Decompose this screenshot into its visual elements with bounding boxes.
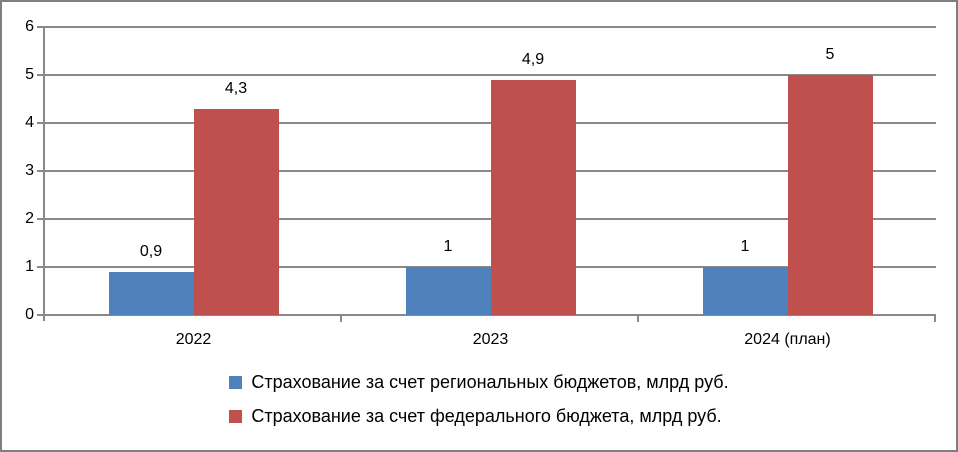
bar-series-0-cat-1 <box>405 267 491 315</box>
chart-legend-items: Страхование за счет региональных бюджето… <box>229 372 729 427</box>
legend-color-swatch <box>229 376 243 389</box>
legend-item: Страхование за счет региональных бюджето… <box>229 372 729 393</box>
bar-value-label: 1 <box>740 238 750 255</box>
y-axis-tick-label: 3 <box>25 162 34 179</box>
y-axis-tick-label: 5 <box>25 66 34 83</box>
bar-series-0-cat-0 <box>108 272 194 315</box>
bar-series-1-cat-0 <box>193 109 279 315</box>
y-axis-tick <box>37 170 43 172</box>
x-axis-tick <box>934 316 936 322</box>
bar-series-1-cat-1 <box>490 80 576 315</box>
y-axis <box>43 26 45 321</box>
gridline <box>45 74 936 76</box>
bar-value-label: 5 <box>825 46 835 63</box>
x-axis-tick <box>637 316 639 322</box>
y-axis-tick-label: 1 <box>25 258 34 275</box>
bar-value-label: 4,9 <box>521 51 545 68</box>
bar-value-label: 1 <box>443 238 453 255</box>
x-axis-tick <box>340 316 342 322</box>
bar-value-label: 0,9 <box>139 243 163 260</box>
y-axis-tick-label: 4 <box>25 114 34 131</box>
y-axis-tick-label: 6 <box>25 18 34 35</box>
y-axis-tick <box>37 266 43 268</box>
x-axis <box>43 314 936 316</box>
category-label: 2024 (план) <box>744 331 831 348</box>
y-axis-tick <box>37 122 43 124</box>
legend-label: Страхование за счет федерального бюджета… <box>251 406 722 426</box>
chart-legend: Страхование за счет региональных бюджето… <box>2 372 956 427</box>
y-axis-tick <box>37 218 43 220</box>
y-axis-tick-label: 0 <box>25 306 34 323</box>
legend-item: Страхование за счет федерального бюджета… <box>229 406 722 427</box>
y-axis-tick <box>37 74 43 76</box>
category-label: 2022 <box>175 331 212 348</box>
gridline <box>45 26 936 28</box>
bar-series-0-cat-2 <box>702 267 788 315</box>
y-axis-tick-label: 2 <box>25 210 34 227</box>
legend-label: Страхование за счет региональных бюджето… <box>251 372 729 392</box>
legend-color-swatch <box>229 410 243 423</box>
bar-value-label: 4,3 <box>224 80 248 97</box>
y-axis-tick <box>37 26 43 28</box>
category-label: 2023 <box>472 331 509 348</box>
y-axis-tick <box>37 314 43 316</box>
bar-series-1-cat-2 <box>787 75 873 315</box>
